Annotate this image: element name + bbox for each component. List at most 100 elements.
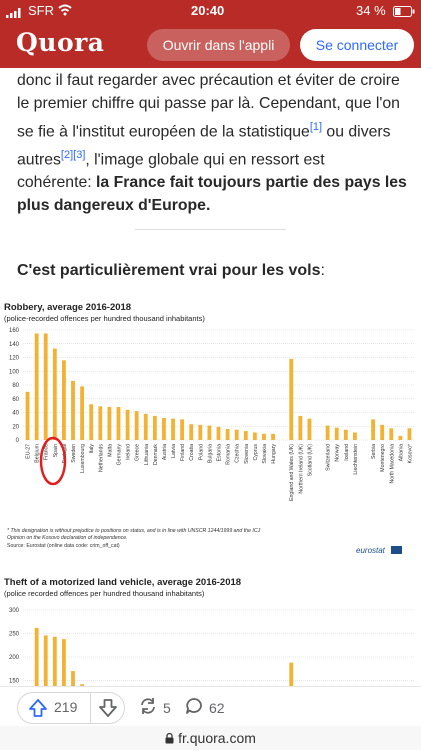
x-tick-label: Greece xyxy=(135,444,141,461)
y-tick-label: 20 xyxy=(12,424,19,430)
bar xyxy=(98,406,103,440)
bar xyxy=(407,428,412,440)
lock-icon xyxy=(165,727,174,751)
bar xyxy=(71,380,75,440)
bar xyxy=(116,407,121,440)
chart2-title: Theft of a motorized land vehicle, avera… xyxy=(4,577,241,588)
open-in-app-button[interactable]: Ouvrir dans l'appli xyxy=(147,29,290,61)
x-tick-label: Ireland xyxy=(126,444,132,460)
bar xyxy=(325,425,330,440)
y-tick-label: 120 xyxy=(9,356,20,362)
y-tick-label: 80 xyxy=(12,383,19,389)
x-tick-label: Norway xyxy=(335,444,341,462)
bar xyxy=(107,407,112,440)
bar xyxy=(334,427,339,440)
x-tick-label: Czechia xyxy=(235,444,241,463)
x-tick-label: Romania xyxy=(226,444,232,465)
x-tick-label: Austria xyxy=(162,444,168,460)
bar xyxy=(389,428,394,440)
x-tick-label: Serbia xyxy=(371,444,377,459)
text-line: donc il faut regarder avec précaution et… xyxy=(17,72,400,89)
battery-icon xyxy=(393,5,415,20)
url-text: fr.quora.com xyxy=(178,730,256,746)
bar xyxy=(352,432,357,440)
bar xyxy=(89,404,94,440)
bar xyxy=(216,426,221,440)
x-tick-label: Germany xyxy=(116,444,122,466)
x-tick-label: Switzerland xyxy=(326,444,332,471)
bar xyxy=(134,411,139,440)
comment-action[interactable]: 62 xyxy=(185,697,225,718)
x-tick-label: Slovenia xyxy=(244,444,250,464)
bar xyxy=(298,415,303,440)
footnote: Opinion on the Kosovo declaration of ind… xyxy=(7,535,128,541)
x-tick-label: Iceland xyxy=(344,444,350,461)
x-tick-label: Spain xyxy=(53,444,59,457)
bar xyxy=(52,636,57,694)
x-tick-label: Italy xyxy=(89,444,95,454)
bar xyxy=(189,424,194,440)
x-tick-label: Lithuania xyxy=(144,444,150,465)
status-bar: SFR 20:40 34 % xyxy=(0,0,421,22)
x-tick-label: Croatia xyxy=(189,444,195,461)
x-tick-label: North Macedonia xyxy=(389,444,395,484)
bar xyxy=(243,431,248,440)
x-tick-label: England and Wales (UK) xyxy=(289,444,295,501)
source-note: Source: Eurostat (online data code: crim… xyxy=(7,543,120,549)
x-tick-label: Scotland (UK) xyxy=(307,444,313,477)
x-tick-label: Luxembourg xyxy=(80,444,86,473)
upvote-icon[interactable] xyxy=(28,698,48,723)
signal-icon xyxy=(6,6,22,21)
chart2-subtitle: (police recorded offences per hundred th… xyxy=(4,589,205,598)
x-tick-label: Netherlands xyxy=(98,444,104,472)
x-tick-label: Malta xyxy=(107,444,113,457)
bar xyxy=(262,433,266,440)
reference-link[interactable]: [2] xyxy=(60,148,74,161)
bar xyxy=(289,358,294,440)
bar xyxy=(380,424,385,440)
y-tick-label: 250 xyxy=(9,632,20,638)
reference-link[interactable]: [1] xyxy=(309,120,323,133)
x-tick-label: Belgium xyxy=(35,444,41,463)
reference-link[interactable]: [3] xyxy=(73,148,86,161)
bar xyxy=(80,386,85,440)
bar xyxy=(180,419,185,440)
x-tick-label: Montenegro xyxy=(380,444,386,472)
bar xyxy=(71,671,75,694)
y-tick-label: 160 xyxy=(9,328,20,334)
x-tick-label: Liechtenstein xyxy=(353,444,359,475)
x-tick-label: Slovakia xyxy=(262,444,268,464)
x-tick-label: Bulgaria xyxy=(207,444,213,463)
bar xyxy=(34,333,39,440)
app-header: Quora Ouvrir dans l'appli Se connecter xyxy=(0,22,421,68)
x-tick-label: Finland xyxy=(180,444,186,461)
carrier-label: SFR xyxy=(28,3,54,18)
clock: 20:40 xyxy=(191,3,225,18)
x-tick-label: Kosovo* xyxy=(407,444,413,463)
bar xyxy=(271,433,275,440)
bar xyxy=(62,639,66,694)
comment-icon xyxy=(185,697,203,718)
downvote-icon[interactable] xyxy=(98,698,118,723)
share-icon xyxy=(139,697,157,718)
y-tick-label: 60 xyxy=(12,397,19,403)
text-line: cohérente: la France fait toujours parti… xyxy=(17,173,407,191)
x-tick-label: Poland xyxy=(198,444,204,460)
y-tick-label: 40 xyxy=(12,411,19,417)
text-line: autres[2][3], l'image globale qui en res… xyxy=(17,148,325,168)
highlight-circle xyxy=(39,436,67,486)
text-line: se fie à l'institut européen de la stati… xyxy=(17,120,391,140)
vote-group: 219 xyxy=(17,692,125,724)
action-bar: 219 5 62 xyxy=(0,686,421,727)
share-action[interactable]: 5 xyxy=(139,697,171,718)
bar xyxy=(162,418,166,440)
y-tick-label: 300 xyxy=(9,608,20,614)
quora-logo[interactable]: Quora xyxy=(16,28,105,57)
x-tick-label: EU-27 xyxy=(26,444,32,459)
browser-url-bar[interactable]: fr.quora.com xyxy=(0,726,421,750)
bar xyxy=(234,429,239,440)
chart-image[interactable]: Robbery, average 2016-2018 (police-recor… xyxy=(0,294,421,694)
upvote-count: 219 xyxy=(54,699,78,715)
login-button[interactable]: Se connecter xyxy=(300,29,414,61)
bar xyxy=(198,424,203,440)
